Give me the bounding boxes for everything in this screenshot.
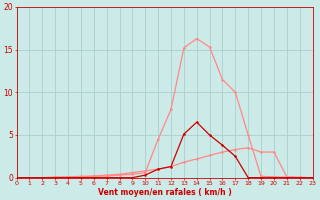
X-axis label: Vent moyen/en rafales ( km/h ): Vent moyen/en rafales ( km/h ): [98, 188, 231, 197]
